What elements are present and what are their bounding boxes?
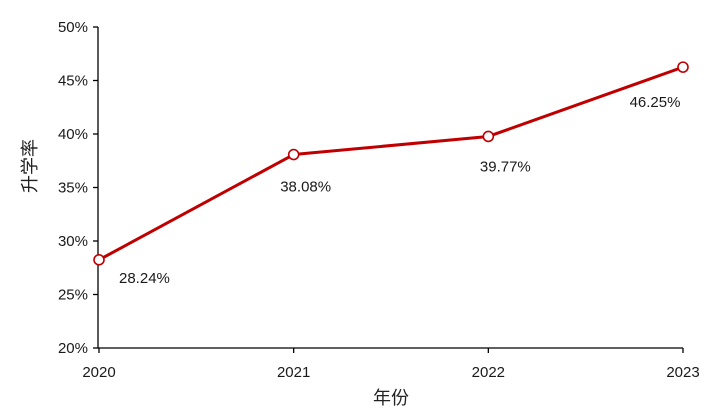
- data-point-marker: [287, 148, 300, 161]
- data-label: 38.08%: [280, 179, 331, 196]
- x-tick-label: 2022: [472, 364, 505, 381]
- y-ticks: 20% 25% 30% 35% 40% 45% 50%: [58, 19, 98, 357]
- data-point-marker: [482, 130, 495, 143]
- y-axis-title: 升学率: [20, 139, 41, 193]
- y-tick-label: 35%: [58, 180, 88, 197]
- data-label: 28.24%: [119, 270, 170, 287]
- y-tick-label: 25%: [58, 287, 88, 304]
- x-tick-label: 2021: [277, 364, 310, 381]
- y-tick-label: 20%: [58, 340, 88, 357]
- y-tick-label: 45%: [58, 73, 88, 90]
- x-tick-label: 2020: [82, 364, 115, 381]
- data-label: 39.77%: [480, 158, 531, 175]
- y-tick-label: 40%: [58, 126, 88, 143]
- x-ticks: 2020 2021 2022 2023: [82, 348, 700, 381]
- data-label: 46.25%: [630, 94, 681, 111]
- y-tick-label: 50%: [58, 19, 88, 36]
- series-group: [93, 61, 689, 266]
- x-tick-label: 2023: [666, 364, 699, 381]
- data-point-marker: [677, 61, 689, 73]
- data-labels: 28.24% 38.08% 39.77% 46.25%: [119, 94, 680, 287]
- series-line: [98, 65, 684, 262]
- y-tick-label: 30%: [58, 233, 88, 250]
- x-axis-title: 年份: [373, 388, 409, 409]
- axes: [97, 27, 683, 349]
- data-point-marker: [93, 254, 105, 266]
